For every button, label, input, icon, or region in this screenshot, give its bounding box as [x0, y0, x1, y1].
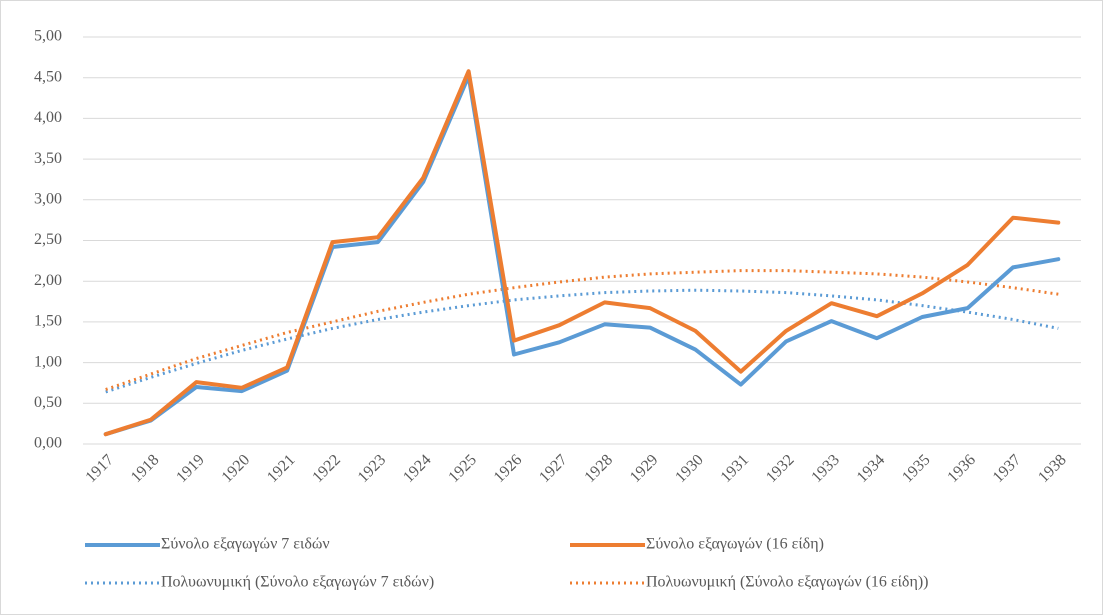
legend-label: Πολυωνυμική (Σύνολο εξαγωγών (16 είδη)) — [646, 574, 929, 591]
y-tick-label: 1,50 — [34, 313, 62, 330]
y-tick-label: 2,50 — [34, 231, 62, 248]
y-tick-label: 1,00 — [34, 353, 62, 370]
y-tick-label: 4,00 — [34, 109, 62, 126]
y-tick-label: 5,00 — [34, 28, 62, 45]
series-line — [103, 69, 1061, 437]
y-tick-label: 0,50 — [34, 394, 62, 411]
y-tick-label: 0,00 — [34, 435, 62, 452]
y-tick-label: 4,50 — [34, 68, 62, 85]
y-tick-label: 3,00 — [34, 190, 62, 207]
y-tick-label: 3,50 — [34, 150, 62, 167]
legend-label: Σύνολο εξαγωγών (16 είδη) — [646, 536, 824, 553]
y-tick-label: 2,00 — [34, 272, 62, 289]
legend-label: Σύνολο εξαγωγών 7 ειδών — [161, 536, 330, 553]
legend-label: Πολυωνυμική (Σύνολο εξαγωγών 7 ειδών) — [161, 574, 434, 591]
series-line — [103, 74, 1061, 437]
